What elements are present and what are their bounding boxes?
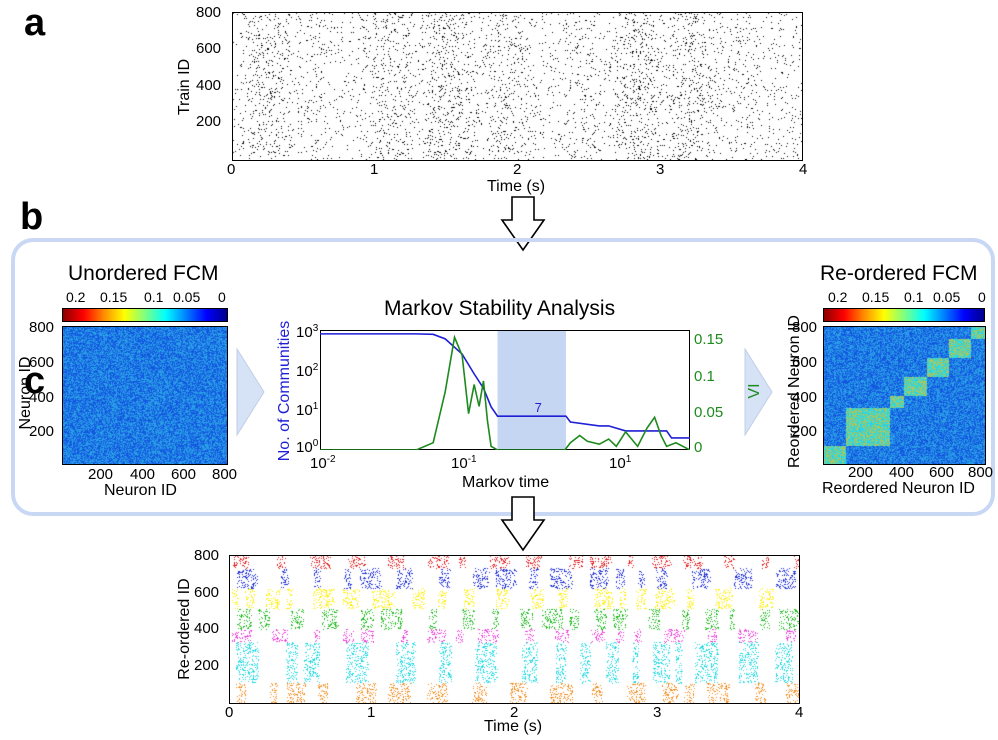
xtick: 3 (653, 704, 662, 721)
panel-letter-c: c (24, 360, 46, 402)
xtick: 10-2 (310, 454, 336, 472)
ytick-left: 102 (296, 362, 319, 380)
ytick: 600 (792, 354, 818, 371)
ytick: 200 (29, 423, 55, 440)
raster-plot-a (232, 12, 802, 160)
ytick: 800 (792, 319, 818, 336)
ytick: 600 (194, 584, 220, 601)
down-arrow-icon (500, 496, 546, 552)
xtick: 4 (795, 704, 804, 721)
colorbar (62, 308, 228, 322)
stability-highlight (497, 330, 566, 450)
unordered-fcm-title: Unordered FCM (68, 262, 219, 285)
colorbar-tick: 0.1 (904, 289, 924, 305)
right-arrow-icon (236, 348, 265, 436)
fcm-axes (62, 326, 228, 465)
ytick: 400 (29, 389, 55, 406)
xtick: 1 (367, 704, 376, 721)
colorbar-tick: 0.2 (66, 289, 86, 305)
reordered-raster-plot (229, 555, 799, 703)
annotation-label: 7 (535, 400, 542, 415)
raster-a-axes (232, 12, 803, 161)
ytick: 600 (196, 40, 222, 57)
xtick: 101 (609, 454, 632, 472)
xtick: 600 (171, 466, 197, 483)
x-axis-label: Markov time (462, 474, 550, 491)
reordered-fcm-heatmap (823, 326, 985, 464)
ytick: 400 (194, 620, 220, 637)
ytick: 400 (196, 77, 222, 94)
y-axis-label: Reordered Neuron ID (786, 315, 803, 468)
xtick: 4 (799, 161, 808, 178)
ytick: 200 (194, 657, 220, 674)
xtick: 800 (968, 464, 994, 481)
ytick: 400 (792, 389, 818, 406)
xtick: 1 (370, 161, 379, 178)
ytick: 800 (29, 319, 55, 336)
colorbar-tick: 0.15 (862, 289, 890, 305)
communities-line (320, 333, 690, 439)
colorbar-tick: 0.1 (144, 289, 164, 305)
colorbar (823, 308, 985, 322)
ytick-right: 0 (694, 439, 703, 456)
ytick-left: 101 (296, 401, 319, 419)
xtick: 200 (88, 466, 114, 483)
colorbar-tick: 0.2 (828, 289, 848, 305)
panel-letter-b: b (20, 196, 44, 238)
x-axis-label: Time (s) (484, 718, 543, 735)
xtick: 10-1 (451, 454, 477, 472)
y-axis-label-right: VI (746, 383, 763, 399)
fcm-axes (823, 326, 986, 465)
right-arrow-icon (744, 348, 773, 436)
y-axis-label: Re-ordered ID (176, 578, 193, 680)
ytick: 200 (792, 423, 818, 440)
panel-b-box (11, 238, 995, 516)
vi-line (320, 334, 690, 450)
panel-letter-a: a (24, 2, 46, 44)
xtick: 0 (225, 704, 234, 721)
colorbar-tick: 0 (218, 289, 226, 305)
ytick-right: 0.1 (694, 368, 715, 385)
xtick: 3 (656, 161, 665, 178)
xtick: 400 (889, 464, 915, 481)
xtick: 600 (929, 464, 955, 481)
down-arrow-icon (500, 196, 546, 252)
y-axis-label: Train ID (176, 58, 193, 116)
ytick-left: 100 (296, 438, 319, 456)
x-axis-label: Reordered Neuron ID (822, 480, 975, 497)
xtick: 2 (510, 704, 519, 721)
ytick-right: 0.15 (694, 331, 724, 348)
colorbar-tick: 0 (978, 289, 986, 305)
fcm-heatmap (62, 326, 228, 464)
ytick: 800 (196, 4, 222, 21)
markov-title: Markov Stability Analysis (384, 297, 616, 320)
xtick: 400 (130, 466, 156, 483)
ytick: 800 (194, 547, 220, 564)
raster-c-axes (229, 555, 800, 704)
ytick-right: 0.05 (694, 404, 724, 421)
colorbar-tick: 0.05 (173, 289, 201, 305)
markov-plot: 7 (320, 330, 690, 450)
y-axis-label-left: No. of Communities (276, 320, 293, 462)
xtick: 200 (848, 464, 874, 481)
x-axis-label: Neuron ID (104, 482, 177, 499)
xtick: 0 (227, 161, 236, 178)
reordered-fcm-title: Re-ordered FCM (820, 262, 978, 285)
colorbar-tick: 0.05 (933, 289, 961, 305)
x-axis-label: Time (s) (487, 178, 546, 195)
ytick: 200 (196, 113, 222, 130)
colorbar-tick: 0.15 (100, 289, 128, 305)
xtick: 2 (513, 161, 522, 178)
xtick: 800 (212, 466, 238, 483)
ytick-left: 103 (296, 323, 319, 341)
y-axis-label: Neuron ID (17, 356, 34, 430)
ytick: 600 (29, 354, 55, 371)
